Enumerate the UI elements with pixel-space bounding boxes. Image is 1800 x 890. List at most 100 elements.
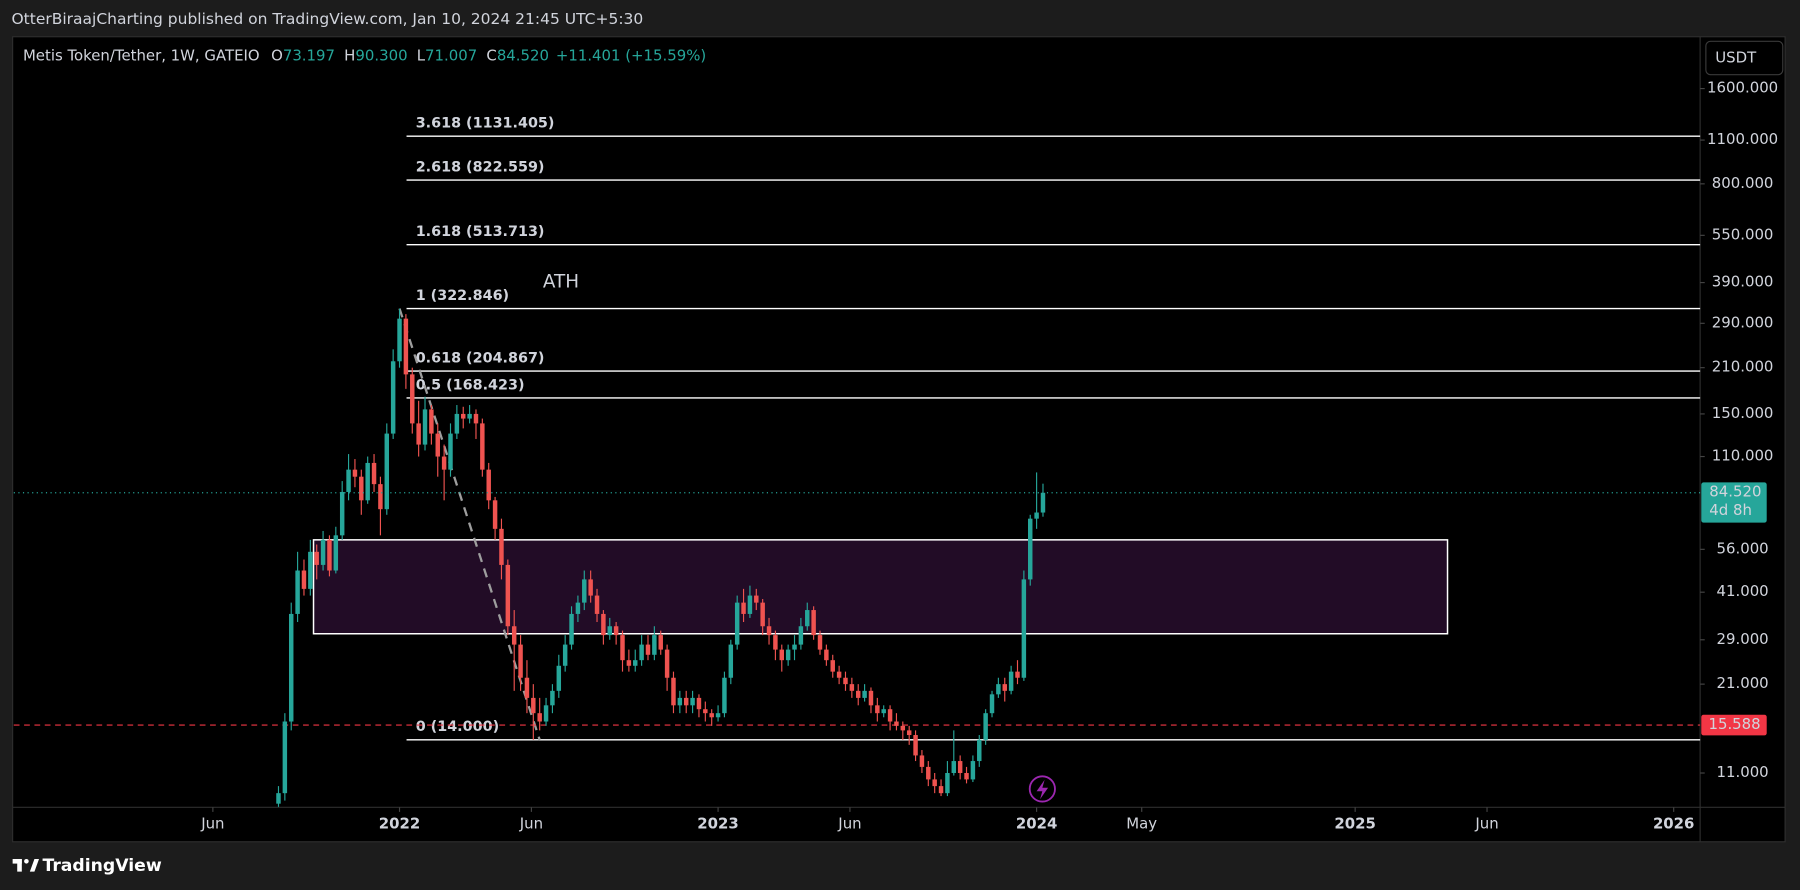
candle-body <box>346 469 351 492</box>
candle-body <box>480 423 485 470</box>
candle-body <box>511 626 517 645</box>
event-icon[interactable] <box>1028 775 1056 803</box>
candle-body <box>359 476 364 501</box>
candle-body <box>843 677 848 685</box>
candle-body <box>919 755 925 767</box>
candle-body <box>556 665 562 691</box>
candle-body <box>868 690 874 706</box>
x-tick-label: Jun <box>837 815 861 833</box>
x-tick-label: May <box>1126 815 1157 833</box>
logo-part <box>24 858 29 864</box>
candle-body <box>849 684 855 691</box>
candle-body <box>996 684 1001 695</box>
candle-body <box>441 456 447 470</box>
candle-body <box>1034 512 1039 519</box>
candle-body <box>575 602 581 614</box>
candle-body <box>926 766 931 780</box>
x-tick-label: 2026 <box>1653 815 1694 833</box>
logo-part <box>29 858 40 872</box>
candle-body <box>970 761 976 780</box>
candle-body <box>543 705 549 722</box>
y-tick-label: 41.000 <box>1717 582 1769 600</box>
level-tag <box>1701 714 1767 736</box>
candle-body <box>722 677 727 714</box>
candle-body <box>352 469 358 477</box>
candle-body <box>696 697 702 710</box>
candle-body <box>671 677 676 706</box>
candle-body <box>320 539 326 565</box>
candle-body <box>805 610 810 627</box>
candle-body <box>938 786 944 794</box>
legend-key: C <box>486 46 496 64</box>
candle-body <box>785 649 791 661</box>
candle-body <box>677 697 683 706</box>
currency-button[interactable] <box>1705 40 1784 76</box>
candle-body <box>397 318 402 362</box>
candle-body <box>1008 671 1014 691</box>
candle-body <box>435 433 440 457</box>
currency-label[interactable]: USDT <box>1715 49 1757 67</box>
candle-body <box>645 644 651 655</box>
footer-logo <box>12 858 40 872</box>
candle-body <box>951 761 957 774</box>
y-tick-label: 1100.000 <box>1707 130 1778 148</box>
candle-body <box>690 697 695 706</box>
candle-body <box>390 361 396 434</box>
candle-body <box>1028 518 1033 580</box>
candle-body <box>798 626 804 645</box>
chart-panel <box>12 36 1786 843</box>
y-tick-label: 390.000 <box>1712 273 1774 291</box>
candle-body <box>314 551 319 565</box>
logo-part <box>12 858 22 864</box>
legend-value: 84.520 <box>497 46 549 64</box>
y-tick-label: 29.000 <box>1717 630 1769 648</box>
candle-body <box>766 626 772 636</box>
candle-body <box>562 644 568 666</box>
footer-brand: TradingView <box>42 856 161 876</box>
candle-body <box>454 413 460 434</box>
plot-area: 3.618 (1131.405) 2.618 (822.559) 1.618 (51… <box>13 116 1701 807</box>
candle-body <box>1021 579 1027 678</box>
candle-body <box>715 713 721 718</box>
candle-body <box>429 409 434 434</box>
legend-value: 73.197 <box>283 46 335 64</box>
candle-body <box>1015 671 1020 678</box>
candle-body <box>817 635 823 650</box>
last-price-countdown: 4d 8h <box>1709 501 1752 519</box>
candle-body <box>410 374 415 424</box>
candle-body <box>754 595 759 603</box>
y-tick-label: 21.000 <box>1717 674 1769 692</box>
candle-body <box>524 677 530 698</box>
legend-key: H <box>344 46 355 64</box>
candle-body <box>855 690 861 698</box>
fib-label: 0.5 (168.423) <box>416 377 525 393</box>
candle-body <box>301 570 307 589</box>
candle-body <box>339 491 345 536</box>
candle-body <box>824 649 829 661</box>
candle-body <box>830 660 835 672</box>
legend-value: 90.300 <box>355 46 407 64</box>
y-tick-label: 56.000 <box>1717 539 1769 557</box>
candle-body <box>288 613 294 722</box>
x-tick-label: Jun <box>200 815 224 833</box>
candle-body <box>741 602 746 614</box>
annotation: ATH <box>543 272 579 293</box>
candle-body <box>703 709 708 714</box>
candle-body <box>537 713 542 722</box>
candle-body <box>747 595 753 614</box>
candle-body <box>887 709 893 722</box>
candle-body <box>1002 684 1007 691</box>
candle-body <box>403 318 409 375</box>
candle-body <box>836 671 842 678</box>
candle-body <box>531 697 536 714</box>
fib-label: 1 (322.846) <box>416 288 509 304</box>
candle-body <box>518 644 523 678</box>
candle-body <box>906 730 912 736</box>
candle-body <box>881 709 886 714</box>
candle-body <box>945 773 950 794</box>
x-tick-label: Jun <box>1474 815 1498 833</box>
candle-body <box>473 413 479 424</box>
candle-body <box>652 635 657 655</box>
fib-label: 3.618 (1131.405) <box>416 116 555 132</box>
